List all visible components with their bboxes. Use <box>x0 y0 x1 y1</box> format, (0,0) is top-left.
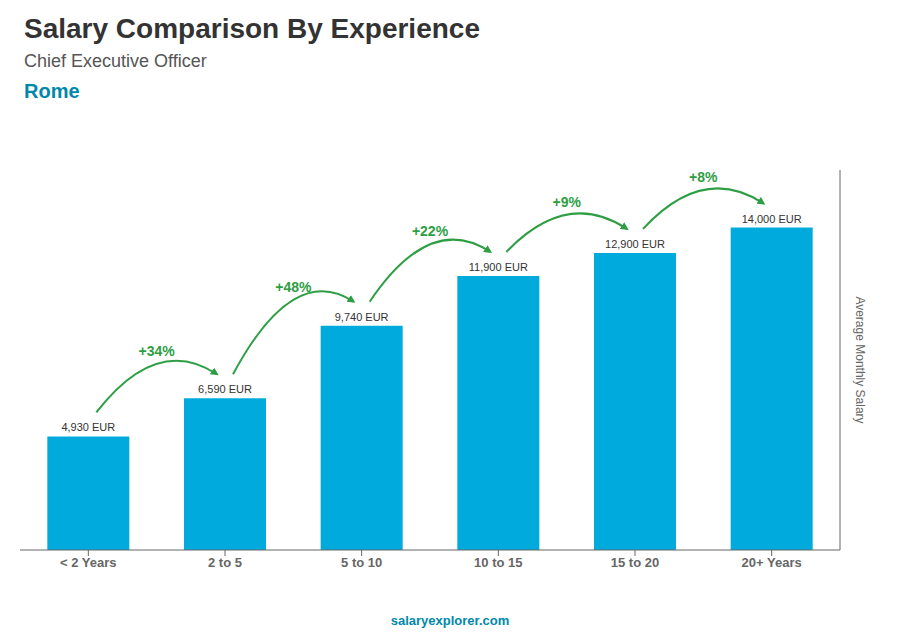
svg-text:Average Monthly Salary: Average Monthly Salary <box>853 296 867 423</box>
svg-text:9,740 EUR: 9,740 EUR <box>335 311 389 323</box>
svg-text:+9%: +9% <box>552 194 581 210</box>
svg-text:11,900 EUR: 11,900 EUR <box>469 261 528 273</box>
html-text:Chief Executive Officer: Chief Executive Officer <box>24 51 207 71</box>
svg-text:5 to 10: 5 to 10 <box>341 555 382 570</box>
html-text:salaryexplorer.com: salaryexplorer.com <box>390 613 510 628</box>
svg-text:< 2 Years: < 2 Years <box>60 555 117 570</box>
svg-text:4,930 EUR: 4,930 EUR <box>61 421 115 433</box>
svg-text:20+ Years: 20+ Years <box>742 555 802 570</box>
svg-text:12,900 EUR: 12,900 EUR <box>605 238 665 250</box>
svg-text:6,590 EUR: 6,590 EUR <box>198 383 252 395</box>
svg-text:+8%: +8% <box>689 169 718 185</box>
svg-text:2 to 5: 2 to 5 <box>208 555 242 570</box>
svg-text:15 to 20: 15 to 20 <box>611 555 659 570</box>
html-text:Salary Comparison By Experienc: Salary Comparison By Experience <box>24 13 480 44</box>
svg-text:+22%: +22% <box>412 223 449 239</box>
svg-text:+48%: +48% <box>275 279 312 295</box>
html-text:Rome: Rome <box>24 80 80 102</box>
svg-text:+34%: +34% <box>139 343 176 359</box>
svg-text:10 to 15: 10 to 15 <box>474 555 522 570</box>
svg-text:14,000 EUR: 14,000 EUR <box>742 213 802 225</box>
